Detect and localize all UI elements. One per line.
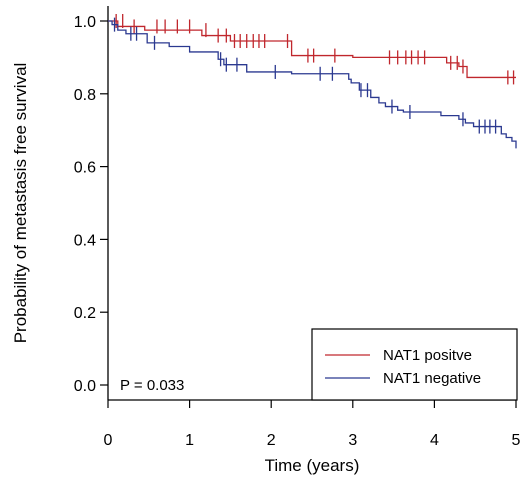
y-tick-label: 0.6 — [74, 160, 96, 177]
x-tick-label: 4 — [430, 432, 439, 449]
series-group — [108, 17, 517, 149]
y-tick-label: 0.2 — [74, 305, 96, 322]
series-line — [108, 20, 517, 149]
y-tick-label: 1.0 — [74, 14, 96, 31]
y-tick-label: 0.4 — [74, 232, 96, 249]
series-line — [108, 20, 516, 79]
legend: NAT1 positve NAT1 negative — [311, 328, 518, 401]
p-value-annotation: P = 0.033 — [120, 377, 184, 394]
x-axis-title: Time (years) — [265, 456, 360, 475]
y-axis: 0.0 0.2 0.4 0.6 0.8 1.0 — [74, 14, 108, 395]
x-tick-label: 1 — [185, 432, 194, 449]
legend-label-nat1-positive: NAT1 positve — [383, 347, 472, 364]
y-axis-title: Probability of metastasis free survival — [11, 63, 30, 344]
legend-box — [311, 328, 518, 401]
x-tick-label: 0 — [104, 432, 113, 449]
y-tick-label: 0.0 — [74, 378, 96, 395]
x-axis: 0 1 2 3 4 5 — [104, 400, 521, 449]
series-group — [108, 14, 516, 85]
x-tick-label: 5 — [512, 432, 521, 449]
legend-label-nat1-negative: NAT1 negative — [383, 370, 481, 387]
series-layer — [108, 14, 517, 149]
y-tick-label: 0.8 — [74, 87, 96, 104]
x-tick-label: 2 — [267, 432, 276, 449]
x-tick-label: 3 — [348, 432, 357, 449]
